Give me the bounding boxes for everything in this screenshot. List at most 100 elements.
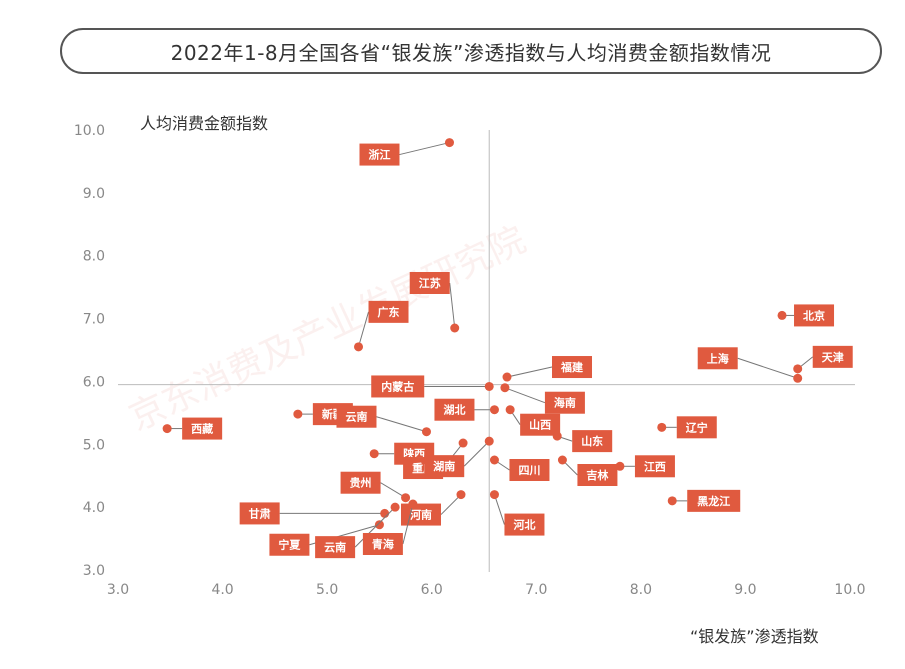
point-label: 云南	[324, 540, 346, 554]
data-point	[505, 405, 515, 415]
x-tick-label: 9.0	[734, 582, 756, 598]
data-point	[793, 373, 803, 383]
point-label-box	[577, 464, 618, 486]
y-tick-label: 3.0	[83, 563, 105, 579]
y-tick-label: 4.0	[83, 500, 105, 516]
point-label-box	[371, 375, 425, 398]
point-label: 辽宁	[686, 420, 708, 434]
point-label: 云南	[345, 410, 367, 424]
point-label: 甘肃	[249, 506, 271, 520]
point-label-box	[362, 533, 403, 555]
point-label-box	[520, 413, 561, 436]
point-label-box	[239, 502, 280, 525]
point-label-box	[697, 347, 738, 370]
data-point	[557, 455, 567, 465]
point-label-box	[315, 536, 356, 559]
point-label: 西藏	[191, 422, 213, 436]
point-label-box	[509, 459, 550, 481]
data-point	[456, 490, 466, 500]
point-label-box	[794, 304, 835, 327]
point-label-box	[634, 455, 675, 478]
data-point	[369, 449, 379, 459]
data-point	[408, 499, 418, 509]
point-label: 湖北	[443, 403, 465, 417]
point-label-box	[572, 430, 613, 453]
leader-line	[354, 506, 396, 548]
x-tick-label: 6.0	[421, 582, 443, 598]
point-label-box	[552, 356, 593, 379]
data-point	[777, 310, 787, 320]
point-label: 内蒙古	[381, 379, 414, 393]
data-point	[489, 455, 499, 465]
point-label-box	[504, 513, 545, 536]
leader-line	[463, 440, 490, 467]
data-point	[401, 493, 411, 503]
point-label-box	[544, 391, 585, 414]
point-label: 天津	[822, 350, 844, 364]
leader-line	[380, 482, 406, 499]
x-tick-label: 4.0	[211, 582, 233, 598]
data-point	[390, 502, 400, 512]
x-tick-label: 5.0	[316, 582, 338, 598]
data-point	[484, 436, 494, 446]
x-axis-label: “银发族”渗透指数	[690, 627, 819, 646]
leader-line	[737, 357, 798, 379]
data-point	[293, 409, 303, 419]
point-label-box	[812, 345, 853, 368]
data-point	[421, 427, 431, 437]
leader-line	[504, 387, 546, 404]
y-tick-label: 5.0	[83, 437, 105, 453]
y-tick-label: 9.0	[83, 186, 105, 202]
data-point	[374, 520, 384, 530]
data-point	[502, 372, 512, 382]
point-label: 山东	[581, 434, 603, 448]
data-point	[444, 138, 454, 148]
point-label-box	[434, 398, 475, 421]
leader-line	[358, 311, 369, 347]
point-label: 四川	[518, 464, 540, 477]
y-tick-label: 10.0	[74, 123, 105, 139]
point-label-box	[359, 143, 400, 166]
point-label-box	[676, 416, 717, 439]
point-label: 浙江	[368, 148, 390, 162]
point-label-box	[687, 489, 741, 512]
point-label: 福建	[560, 360, 584, 374]
point-label: 宁夏	[278, 538, 301, 552]
leader-line	[399, 142, 450, 156]
point-label: 江苏	[419, 276, 441, 290]
point-label: 海南	[554, 396, 576, 410]
point-label: 湖南	[433, 459, 455, 473]
chart-title: 2022年1-8月全国各省“银发族”渗透指数与人均消费金额指数情况	[60, 28, 882, 74]
data-point	[489, 490, 499, 500]
point-label: 吉林	[586, 468, 608, 482]
point-label: 广东	[378, 305, 400, 319]
data-point	[793, 364, 803, 374]
leader-line	[402, 503, 414, 545]
point-label-box	[336, 405, 377, 428]
data-point	[552, 431, 562, 441]
leader-line	[506, 366, 553, 378]
point-label: 河南	[410, 508, 432, 522]
point-label-box	[409, 272, 450, 294]
data-point	[657, 422, 667, 432]
y-tick-label: 8.0	[83, 249, 105, 265]
leader-line	[493, 494, 505, 525]
leader-line	[440, 494, 462, 515]
leader-line	[449, 282, 456, 329]
point-label: 北京	[803, 308, 825, 322]
point-label-box	[424, 455, 465, 478]
point-label-box	[368, 300, 409, 323]
point-label-box	[400, 503, 441, 526]
data-point	[484, 381, 494, 391]
data-point	[500, 383, 510, 393]
data-point	[380, 508, 390, 518]
point-label: 江西	[644, 459, 666, 473]
leader-line	[376, 416, 427, 433]
point-label: 山西	[529, 418, 551, 432]
data-point	[162, 424, 172, 434]
data-point	[667, 496, 677, 506]
point-label-box	[182, 417, 223, 440]
point-label: 黑龙江	[697, 494, 730, 508]
x-tick-label: 8.0	[630, 582, 652, 598]
